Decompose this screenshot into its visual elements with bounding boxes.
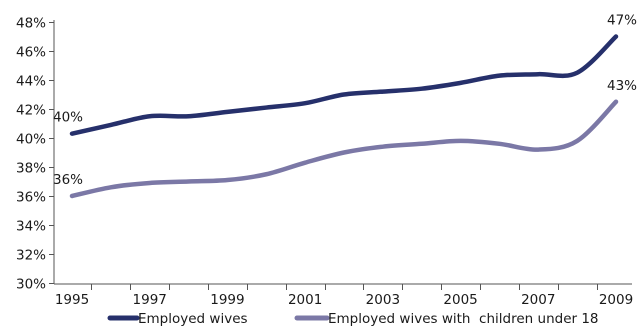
series-line-1 xyxy=(69,34,619,136)
y-tick-label: 30% xyxy=(16,277,46,293)
x-tick-label: 1995 xyxy=(55,292,89,308)
data-label-end: 47% xyxy=(607,13,637,29)
x-tick-label: 1997 xyxy=(133,292,167,308)
x-tick-label: 2005 xyxy=(443,292,477,308)
data-labels: 40% 47% 36% 43% xyxy=(53,13,637,189)
data-label-start: 36% xyxy=(53,172,83,188)
series-lines xyxy=(69,34,619,199)
y-tick-label: 42% xyxy=(16,103,46,119)
series-line-2 xyxy=(69,99,619,199)
y-tick-label: 46% xyxy=(16,45,46,61)
legend-label: Employed wives with children under 18 xyxy=(328,311,599,327)
x-tick-label: 2001 xyxy=(288,292,322,308)
legend: Employed wives Employed wives with childr… xyxy=(107,311,599,327)
axes xyxy=(53,20,632,285)
y-tick-label: 32% xyxy=(16,248,46,264)
x-tick-label: 1999 xyxy=(210,292,244,308)
y-tick-label: 38% xyxy=(16,161,46,177)
y-tick-label: 34% xyxy=(16,219,46,235)
x-tick-label: 2003 xyxy=(366,292,400,308)
legend-label: Employed wives xyxy=(138,311,248,327)
y-tick-label: 36% xyxy=(16,190,46,206)
data-label-end: 43% xyxy=(607,78,637,94)
y-axis-ticks: 30% 32% 34% 36% 38% 40% 42% 44% 46% 48% xyxy=(16,16,54,293)
y-tick-label: 40% xyxy=(16,132,46,148)
x-tick-label: 2007 xyxy=(521,292,555,308)
y-tick-label: 44% xyxy=(16,74,46,90)
y-tick-label: 48% xyxy=(16,16,46,32)
x-tick-label: 2009 xyxy=(599,292,633,308)
data-label-start: 40% xyxy=(53,110,83,126)
x-axis-ticks: 1995 1997 1999 2001 2003 2005 2007 2009 xyxy=(55,284,633,308)
